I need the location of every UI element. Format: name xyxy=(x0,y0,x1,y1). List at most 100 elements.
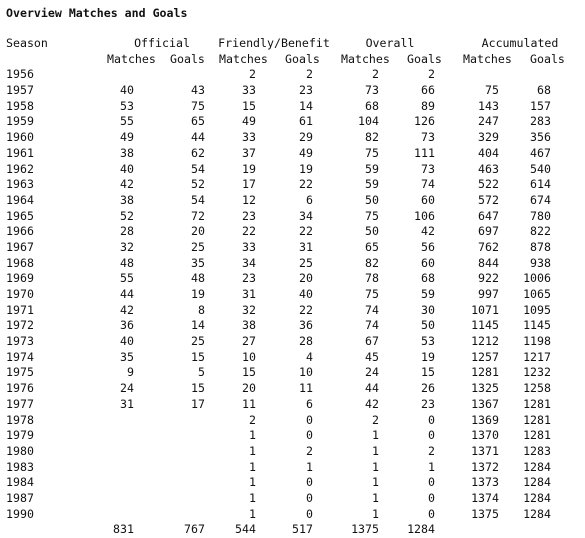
official-goals-cell: 75 xyxy=(191,98,205,113)
overall-matches-cell: 73 xyxy=(365,83,379,98)
friendly-matches-cell: 33 xyxy=(242,239,256,254)
overall-matches-cell: 24 xyxy=(365,365,379,380)
overall-goals-header: Goals xyxy=(407,51,442,66)
accumulated-goals-cell: 878 xyxy=(530,239,551,254)
overall-matches-cell: 104 xyxy=(358,114,379,129)
official-goals-cell: 72 xyxy=(191,208,205,223)
friendly-goals-cell: 0 xyxy=(306,428,313,443)
accumulated-matches-cell: 1371 xyxy=(471,443,499,458)
accumulated-matches-cell: 647 xyxy=(478,208,499,223)
official-matches-cell: 32 xyxy=(120,239,134,254)
accumulated-matches-cell: 404 xyxy=(478,145,499,160)
official-matches-cell: 36 xyxy=(120,318,134,333)
friendly-matches-cell: 1 xyxy=(249,490,256,505)
friendly-goals-cell: 22 xyxy=(299,224,313,239)
friendly-matches-cell: 15 xyxy=(242,365,256,380)
official-matches-cell: 831 xyxy=(113,522,134,537)
official-matches-cell: 44 xyxy=(120,287,134,301)
accumulated-matches-cell: 329 xyxy=(478,130,499,145)
accumulated-matches-cell: 1281 xyxy=(471,365,499,380)
friendly-matches-cell: 12 xyxy=(242,192,256,207)
season-cell: 1968 xyxy=(6,255,34,270)
overall-goals-cell: 2 xyxy=(428,443,435,458)
friendly-goals-cell: 0 xyxy=(306,475,313,490)
friendly-goals-cell: 61 xyxy=(299,114,313,129)
accumulated-goals-cell: 1095 xyxy=(523,302,551,317)
friendly-goals-cell: 22 xyxy=(299,177,313,192)
friendly-goals-cell: 19 xyxy=(299,161,313,176)
official-goals-cell: 54 xyxy=(191,192,205,207)
table-row: 1969 55 48 23 20 78 68 922 1006 xyxy=(6,271,551,287)
friendly-matches-cell: 1 xyxy=(249,428,256,443)
official-matches-cell: 42 xyxy=(120,302,134,317)
season-cell: 1979 xyxy=(6,428,34,443)
overall-matches-header: Matches xyxy=(341,51,390,66)
official-matches-header: Matches xyxy=(107,51,156,66)
overall-goals-cell: 15 xyxy=(421,365,435,380)
accumulated-matches-cell: 1373 xyxy=(471,475,499,490)
overall-matches-cell: 65 xyxy=(365,239,379,254)
overall-goals-cell: 0 xyxy=(428,412,435,427)
accumulated-matches-cell: 522 xyxy=(478,177,499,192)
overall-matches-cell: 50 xyxy=(365,224,379,239)
overall-goals-cell: 19 xyxy=(421,349,435,364)
table-row: 1959 55 65 49 61 104 126 247 283 xyxy=(6,114,551,130)
overall-matches-cell: 2 xyxy=(372,412,379,427)
friendly-goals-cell: 36 xyxy=(299,318,313,333)
official-goals-cell: 15 xyxy=(191,381,205,396)
friendly-matches-cell: 38 xyxy=(242,318,256,333)
friendly-matches-cell: 544 xyxy=(235,522,256,537)
accumulated-matches-cell: 697 xyxy=(478,224,499,239)
official-matches-cell: 40 xyxy=(120,83,134,98)
season-cell: 1974 xyxy=(6,349,34,364)
friendly-goals-cell: 29 xyxy=(299,130,313,145)
overall-matches-cell: 1 xyxy=(372,443,379,458)
friendly-goals-cell: 34 xyxy=(299,208,313,223)
accumulated-goals-cell: 1258 xyxy=(523,381,551,396)
season-cell: 1972 xyxy=(6,318,34,333)
friendly-header: Friendly/Benefit xyxy=(218,36,330,50)
official-matches-cell: 53 xyxy=(120,98,134,113)
overall-goals-cell: 111 xyxy=(414,145,435,160)
season-cell: 1980 xyxy=(6,443,34,458)
table-row: 1964 38 54 12 6 50 60 572 674 xyxy=(6,193,551,209)
friendly-matches-cell: 22 xyxy=(242,224,256,239)
season-cell: 1976 xyxy=(6,381,34,396)
friendly-matches-cell: 2 xyxy=(249,67,256,82)
friendly-goals-cell: 11 xyxy=(299,381,313,396)
official-goals-cell: 62 xyxy=(191,145,205,160)
table-row: 1978 2 0 2 0 1369 1281 xyxy=(6,413,551,429)
accumulated-matches-cell: 1325 xyxy=(471,381,499,396)
accumulated-matches-cell: 762 xyxy=(478,239,499,254)
season-cell: 1956 xyxy=(6,67,34,82)
accumulated-matches-cell: 463 xyxy=(478,161,499,176)
overall-goals-cell: 126 xyxy=(414,114,435,129)
accumulated-goals-cell: 780 xyxy=(530,208,551,223)
table-body: 1956 2 2 2 2 1957 40 43 33 23 73 66 75 68 1958 53 75 15 14… xyxy=(6,67,551,538)
friendly-goals-cell: 4 xyxy=(306,349,313,364)
table-row: 1968 48 35 34 25 82 60 844 938 xyxy=(6,255,551,272)
accumulated-matches-cell: 1071 xyxy=(471,302,499,317)
accumulated-matches-cell: 997 xyxy=(478,287,499,301)
official-matches-cell: 40 xyxy=(120,334,134,349)
friendly-matches-cell: 33 xyxy=(242,130,256,145)
accumulated-goals-cell: 938 xyxy=(530,255,551,270)
overall-matches-cell: 50 xyxy=(365,192,379,207)
table-row: 1961 38 62 37 49 75 111 404 467 xyxy=(6,146,551,162)
friendly-matches-cell: 1 xyxy=(249,506,256,521)
overview-table: Season Official Friendly/Benefit Overall… xyxy=(6,36,565,538)
accumulated-goals-cell: 822 xyxy=(530,224,551,239)
official-goals-cell: 8 xyxy=(198,302,205,317)
season-cell: 1958 xyxy=(6,98,34,113)
friendly-goals-cell: 1 xyxy=(306,459,313,474)
friendly-goals-cell: 6 xyxy=(306,192,313,207)
season-cell: 1971 xyxy=(6,302,34,317)
overall-goals-cell: 0 xyxy=(428,428,435,443)
overall-matches-cell: 59 xyxy=(365,161,379,176)
table-row: 1973 40 25 27 28 67 53 1212 1198 xyxy=(6,334,551,350)
table-row: 1987 1 0 1 0 1374 1284 xyxy=(6,491,551,507)
accumulated-goals-cell: 1198 xyxy=(523,334,551,349)
official-goals-cell: 25 xyxy=(191,334,205,349)
overall-goals-cell: 59 xyxy=(421,287,435,301)
friendly-matches-cell: 1 xyxy=(249,443,256,458)
